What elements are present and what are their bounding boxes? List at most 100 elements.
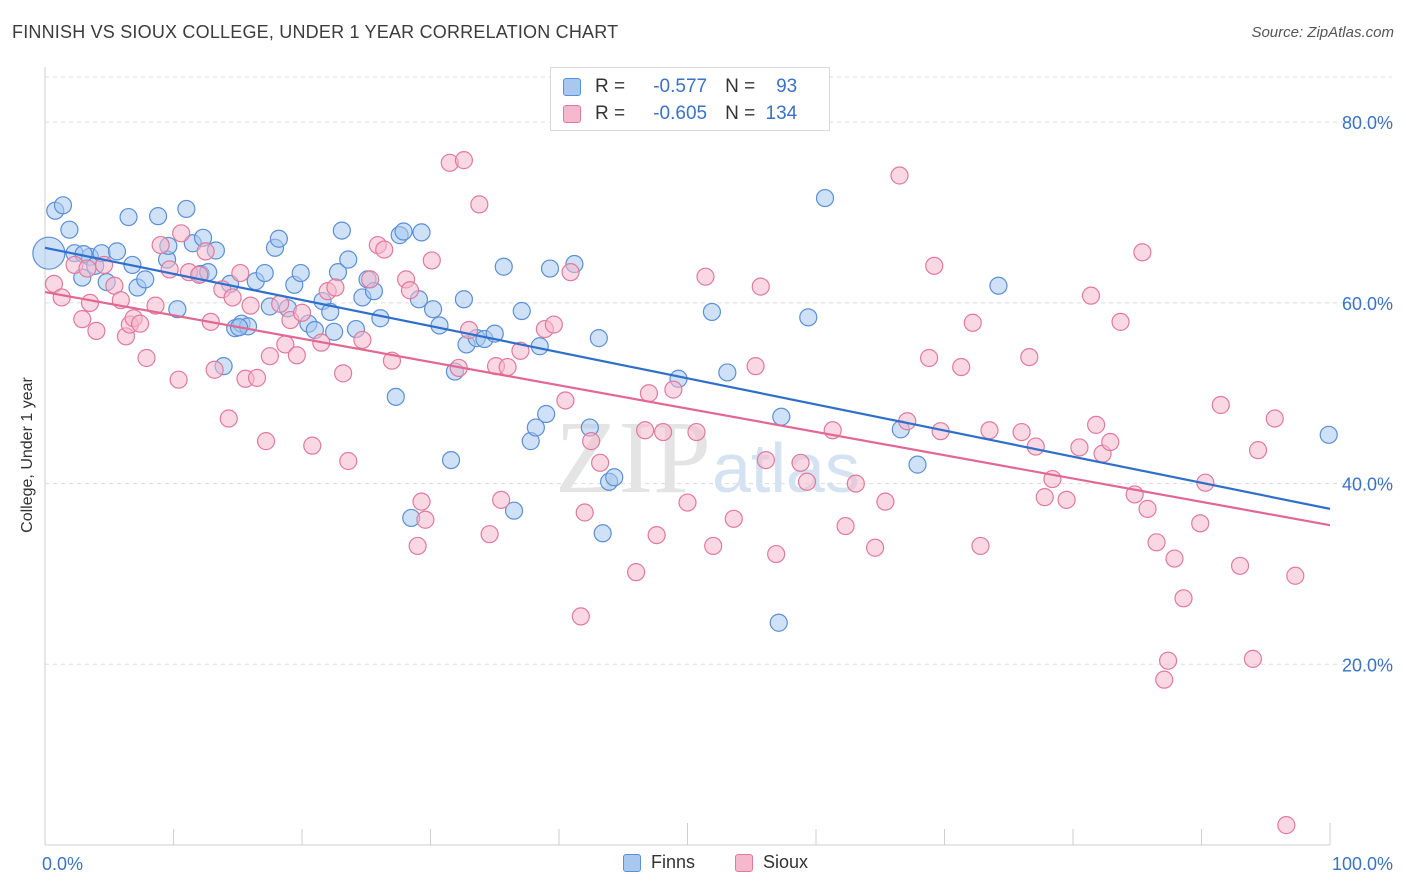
data-point-finns (799, 308, 818, 327)
data-point-sioux (1057, 490, 1076, 509)
data-point-sioux (44, 274, 64, 294)
legend-item-finns[interactable]: Finns (623, 852, 695, 873)
data-point-sioux (78, 259, 97, 278)
data-point-sioux (1243, 649, 1263, 668)
y-tick-label: 60.0% (1342, 294, 1393, 314)
y-tick-label: 40.0% (1342, 475, 1393, 495)
data-point-sioux (836, 516, 855, 536)
data-point-finns (526, 418, 545, 437)
x-tick-label-max: 100.0% (1332, 854, 1393, 874)
data-point-finns (504, 501, 524, 520)
data-point-finns (423, 300, 443, 319)
data-point-finns (769, 613, 788, 632)
data-point-sioux (664, 380, 683, 399)
data-point-sioux (169, 370, 188, 389)
data-point-finns (168, 300, 187, 319)
data-point-sioux (1133, 243, 1152, 262)
data-point-sioux (1026, 437, 1045, 456)
data-point-sioux (196, 242, 215, 261)
data-point-sioux (582, 432, 601, 451)
data-point-sioux (422, 251, 441, 270)
r-label: R = (595, 103, 626, 124)
data-point-sioux (1265, 409, 1284, 428)
data-point-sioux (626, 563, 646, 582)
data-point-finns (537, 404, 556, 424)
trend-lines (44, 246, 1331, 527)
source-label: Source: ZipAtlas.com (1251, 24, 1394, 41)
data-point-sioux (172, 224, 191, 243)
data-point-sioux (498, 357, 517, 377)
chart-title: FINNISH VS SIOUX COLLEGE, UNDER 1 YEAR C… (12, 22, 619, 42)
data-point-sioux (260, 347, 279, 366)
data-point-finns (589, 329, 608, 348)
data-point-sioux (756, 450, 775, 470)
data-point-sioux (678, 493, 697, 512)
r-value: -0.577 (653, 76, 708, 97)
data-point-finns (255, 263, 274, 283)
data-point-finns (454, 290, 474, 309)
data-point-sioux (1138, 499, 1157, 518)
data-point-finns (332, 221, 351, 240)
data-point-sioux (52, 288, 71, 307)
legend-label-finns: Finns (651, 852, 696, 872)
data-point-finns (989, 276, 1008, 295)
data-point-sioux (791, 453, 810, 472)
data-point-sioux (146, 296, 165, 315)
data-point-sioux (223, 288, 242, 307)
r-label: R = (595, 76, 626, 97)
data-point-finns (386, 387, 405, 406)
data-point-sioux (687, 422, 706, 442)
data-point-sioux (412, 492, 431, 511)
data-point-finns (593, 524, 612, 543)
data-point-finns (291, 263, 310, 283)
stats-legend: R = -0.577 N = 93 R = -0.605 N = 134 (550, 67, 830, 131)
data-point-sioux (1035, 488, 1054, 507)
data-point-sioux (339, 451, 358, 471)
data-point-sioux (1081, 286, 1101, 305)
data-point-sioux (919, 348, 939, 368)
data-point-sioux (151, 235, 170, 255)
data-point-sioux (1020, 347, 1039, 367)
data-point-sioux (1248, 441, 1268, 460)
data-point-finns (908, 455, 927, 474)
data-point-finns (119, 207, 138, 227)
data-point-sioux (416, 510, 435, 529)
legend-item-sioux[interactable]: Sioux (735, 852, 808, 873)
data-point-sioux (353, 330, 372, 350)
data-point-sioux (846, 474, 865, 493)
data-point-finns (540, 259, 560, 278)
data-point-sioux (231, 263, 250, 283)
data-point-finns (136, 270, 155, 289)
data-point-sioux (1111, 312, 1130, 331)
data-point-sioux (571, 607, 590, 626)
data-point-sioux (1158, 651, 1178, 670)
data-point-finns (412, 223, 431, 242)
data-point-finns (60, 220, 79, 239)
data-point-sioux (704, 536, 723, 556)
data-point-finns (494, 257, 513, 276)
data-point-sioux (511, 341, 530, 360)
data-point-sioux (400, 281, 420, 300)
data-point-finns (148, 207, 168, 226)
y-tick-label: 20.0% (1342, 655, 1393, 675)
data-point-sioux (635, 421, 655, 440)
data-point-sioux (591, 453, 610, 472)
data-point-sioux (639, 384, 659, 403)
data-point-finns (339, 250, 358, 269)
data-point-sioux (137, 348, 156, 368)
data-point-finns (512, 301, 531, 321)
data-point-sioux (890, 166, 909, 185)
data-point-sioux (751, 277, 770, 296)
data-point-sioux (80, 293, 100, 312)
y-tick-label: 80.0% (1342, 113, 1393, 133)
data-point-sioux (876, 492, 895, 511)
watermark-atlas: atlas (712, 429, 860, 507)
data-point-finns (107, 242, 127, 261)
finns-legend-swatch (623, 853, 641, 872)
data-point-finns (702, 302, 722, 322)
data-point-sioux (256, 432, 276, 451)
data-point-sioux (287, 346, 306, 365)
axes (44, 67, 1331, 846)
data-point-sioux (1211, 395, 1230, 415)
